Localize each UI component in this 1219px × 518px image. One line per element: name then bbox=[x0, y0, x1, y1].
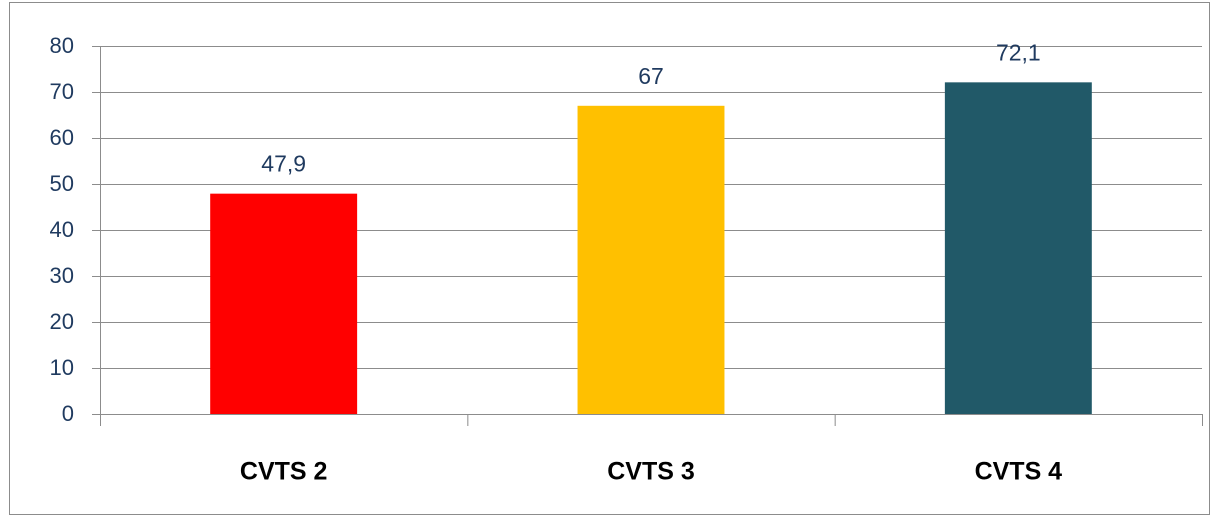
y-tick-label: 20 bbox=[50, 309, 74, 334]
value-label: 47,9 bbox=[261, 151, 306, 177]
y-tick-label: 0 bbox=[62, 401, 74, 426]
x-tick-label: CVTS 2 bbox=[240, 458, 328, 486]
y-tick-label: 60 bbox=[50, 125, 74, 150]
bar bbox=[944, 82, 1092, 414]
x-tick-label: CVTS 3 bbox=[607, 458, 695, 486]
bar bbox=[210, 193, 358, 414]
y-tick-label: 70 bbox=[50, 79, 74, 104]
y-tick-label: 30 bbox=[50, 263, 74, 288]
y-tick-label: 80 bbox=[50, 33, 74, 58]
y-tick-label: 10 bbox=[50, 355, 74, 380]
bar bbox=[577, 105, 725, 415]
y-tick-label: 50 bbox=[50, 171, 74, 196]
value-label: 67 bbox=[638, 63, 664, 89]
value-label: 72,1 bbox=[996, 39, 1041, 65]
y-tick-label: 40 bbox=[50, 217, 74, 242]
x-tick-label: CVTS 4 bbox=[975, 458, 1063, 486]
